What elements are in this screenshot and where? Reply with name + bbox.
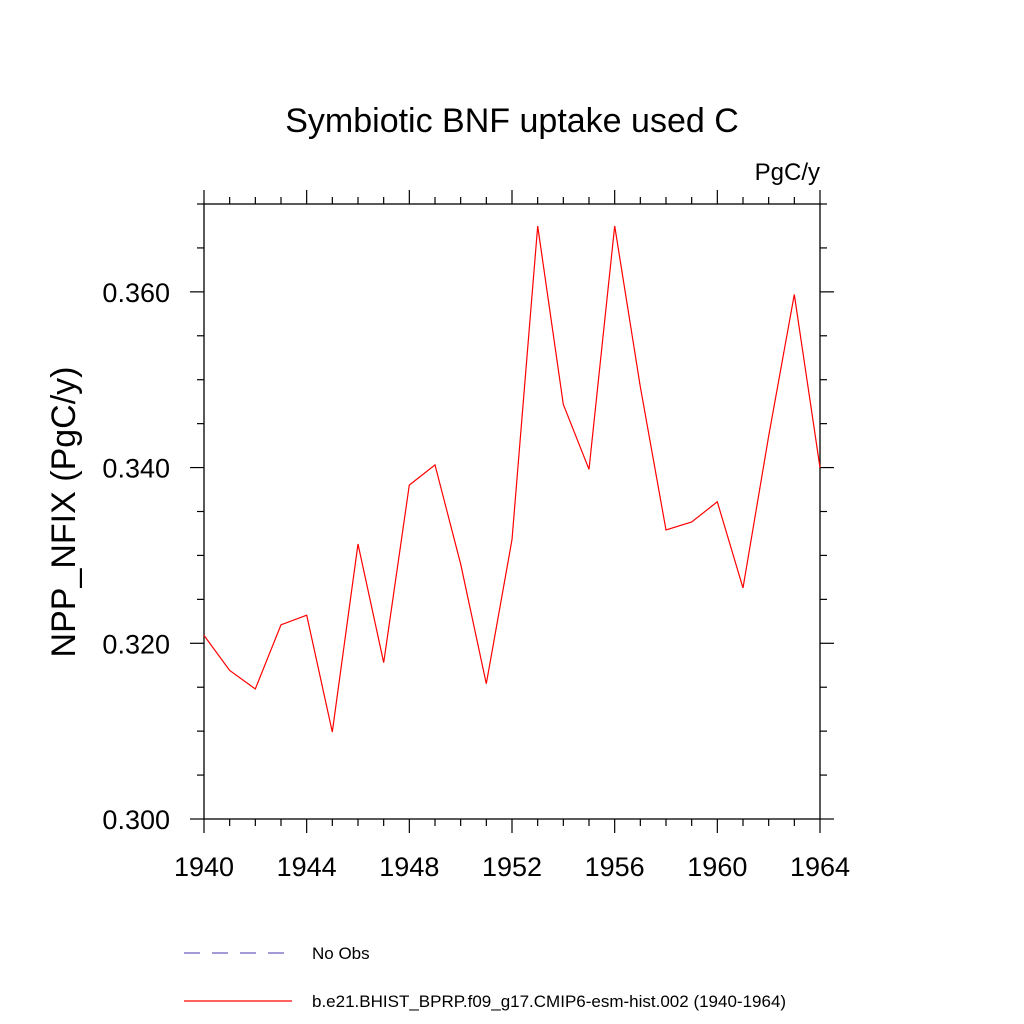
y-tick-label: 0.320	[102, 629, 170, 659]
chart-title: Symbiotic BNF uptake used C	[285, 102, 739, 140]
y-axis-label: NPP_NFIX (PgC/y)	[45, 367, 83, 658]
x-tick-label: 1964	[790, 852, 850, 882]
legend-label: No Obs	[312, 944, 370, 963]
x-tick-label: 1952	[482, 852, 542, 882]
x-tick-label: 1960	[687, 852, 747, 882]
x-tick-label: 1948	[379, 852, 439, 882]
x-tick-label: 1944	[277, 852, 337, 882]
series-line	[203, 225, 821, 733]
x-tick-label: 1940	[174, 852, 234, 882]
x-tick-label: 1956	[585, 852, 645, 882]
y-tick-label: 0.340	[102, 454, 170, 484]
plot-frame	[203, 203, 821, 820]
y-tick-label: 0.360	[102, 278, 170, 308]
y-tick-label: 0.300	[102, 805, 170, 835]
legend-label: b.e21.BHIST_BPRP.f09_g17.CMIP6-esm-hist.…	[312, 992, 786, 1011]
units-label: PgC/y	[755, 159, 820, 186]
